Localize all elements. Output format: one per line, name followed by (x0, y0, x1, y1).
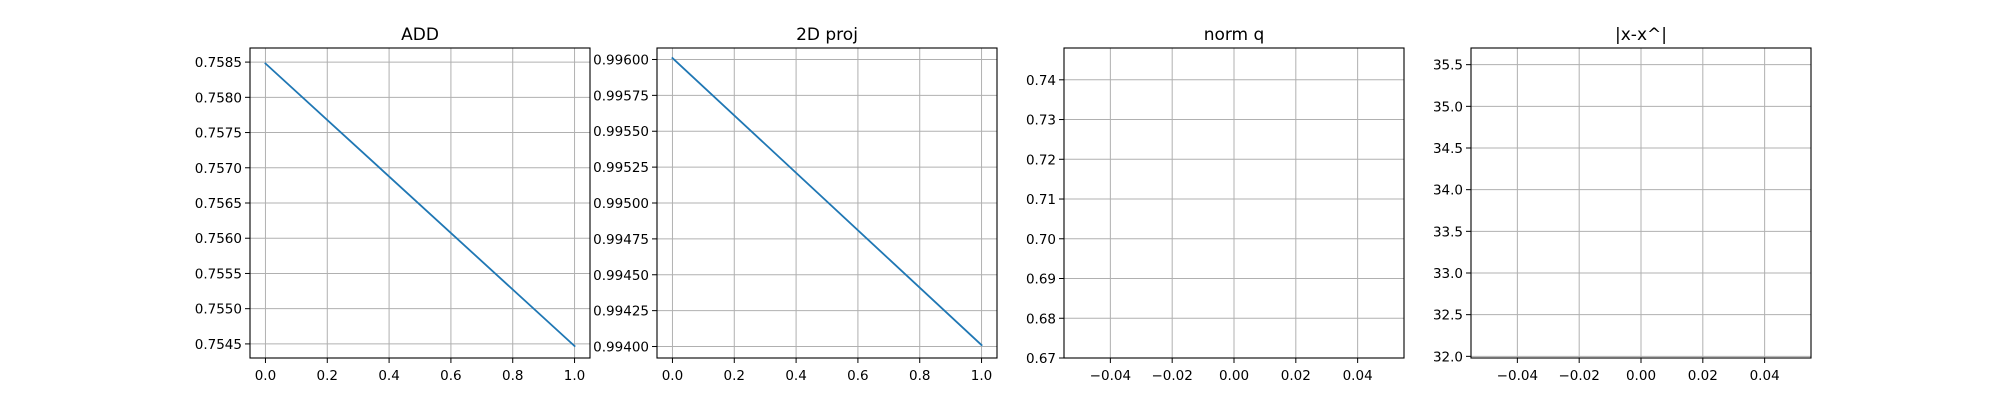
subplot-add-xtick-label-4: 0.8 (502, 368, 523, 384)
subplot-abs-error-ytick-label-2: 33.0 (1433, 266, 1463, 282)
subplot-norm-q-xtick-label-1: −0.02 (1151, 368, 1192, 384)
subplot-add-ytick-label-7: 0.7580 (195, 90, 242, 106)
subplot-2d-proj-title: 2D proj (796, 25, 858, 45)
subplot-abs-error-xtick-label-3: 0.02 (1688, 368, 1718, 384)
subplot-add-ytick-label-2: 0.7555 (195, 266, 242, 282)
subplot-add-xtick-label-2: 0.4 (378, 368, 399, 384)
subplot-abs-error-title: |x-x^| (1615, 25, 1667, 45)
subplot-add-xtick-label-5: 1.0 (564, 368, 585, 384)
subplot-add-xtick-label-3: 0.6 (440, 368, 461, 384)
subplot-2d-proj-xtick-label-1: 0.2 (724, 368, 745, 384)
subplot-abs-error-ytick-label-0: 32.0 (1433, 349, 1463, 365)
subplot-add-ytick-label-8: 0.7585 (195, 55, 242, 71)
subplot-2d-proj-ytick-label-0: 0.99400 (593, 340, 649, 356)
subplot-add-ytick-label-5: 0.7570 (195, 161, 242, 177)
subplot-abs-error-ytick-label-3: 33.5 (1433, 224, 1463, 240)
subplot-abs-error-xtick-label-2: 0.00 (1626, 368, 1656, 384)
subplot-norm-q-xtick-label-4: 0.04 (1343, 368, 1373, 384)
subplot-norm-q-ytick-label-7: 0.74 (1026, 73, 1056, 89)
subplot-2d-proj-xtick-label-5: 1.0 (971, 368, 992, 384)
subplot-2d-proj-xtick-label-4: 0.8 (909, 368, 930, 384)
subplot-add-ytick-label-1: 0.7550 (195, 302, 242, 318)
subplot-norm-q-ytick-label-5: 0.72 (1026, 152, 1056, 168)
subplot-2d-proj: 2D proj 0.0 0.2 0.4 0.6 0.8 1.0 0.99400 0.99425… (593, 25, 998, 384)
subplot-add-xtick-label-1: 0.2 (317, 368, 338, 384)
subplot-2d-proj-xtick-label-2: 0.4 (785, 368, 806, 384)
subplot-abs-error-ytick-label-1: 32.5 (1433, 308, 1463, 324)
subplot-2d-proj-ytick-label-8: 0.99600 (593, 52, 649, 68)
subplot-abs-error-ytick-label-5: 34.5 (1433, 141, 1463, 157)
subplot-2d-proj-ytick-label-4: 0.99500 (593, 196, 649, 212)
subplot-abs-error: |x-x^| −0.04 −0.02 0.00 0.02 0.04 32.0 32.5 33.… (1433, 25, 1812, 384)
subplot-add-ytick-label-3: 0.7560 (195, 231, 242, 247)
subplot-2d-proj-ytick-label-2: 0.99450 (593, 268, 649, 284)
subplot-norm-q-ytick-label-4: 0.71 (1026, 192, 1056, 208)
subplot-abs-error-ytick-label-6: 35.0 (1433, 99, 1463, 115)
subplot-add: ADD 0.0 0.2 0.4 0.6 0.8 1.0 0.7545 0.7550 0.7555… (195, 25, 591, 384)
subplot-2d-proj-ytick-label-5: 0.99525 (593, 160, 649, 176)
subplot-norm-q-xtick-label-2: 0.00 (1219, 368, 1249, 384)
subplot-2d-proj-xtick-label-0: 0.0 (662, 368, 683, 384)
subplot-add-ytick-label-6: 0.7575 (195, 126, 242, 142)
subplot-2d-proj-ytick-label-6: 0.99550 (593, 124, 649, 140)
subplot-norm-q-xtick-label-3: 0.02 (1281, 368, 1311, 384)
subplot-2d-proj-series-line-0 (671, 56, 983, 347)
subplot-abs-error-ytick-label-4: 34.0 (1433, 183, 1463, 199)
subplot-norm-q-ytick-label-6: 0.73 (1026, 113, 1056, 129)
subplot-add-ytick-label-0: 0.7545 (195, 337, 242, 353)
subplot-abs-error-xtick-label-1: −0.02 (1558, 368, 1599, 384)
subplot-abs-error-xtick-label-4: 0.04 (1750, 368, 1780, 384)
subplot-norm-q-ytick-label-0: 0.67 (1026, 351, 1056, 367)
subplot-norm-q-ytick-label-3: 0.70 (1026, 232, 1056, 248)
subplot-add-ytick-label-4: 0.7565 (195, 196, 242, 212)
subplot-add-xtick-label-0: 0.0 (255, 368, 276, 384)
subplot-norm-q-ytick-label-1: 0.68 (1026, 311, 1056, 327)
subplot-norm-q-title: norm q (1204, 25, 1265, 45)
subplot-2d-proj-ytick-label-7: 0.99575 (593, 88, 649, 104)
subplot-norm-q: norm q −0.04 −0.02 0.00 0.02 0.04 0.67 0.68 0.6… (1026, 25, 1405, 384)
subplot-2d-proj-ytick-label-3: 0.99475 (593, 232, 649, 248)
subplot-2d-proj-ytick-label-1: 0.99425 (593, 304, 649, 320)
subplot-abs-error-ytick-label-7: 35.5 (1433, 58, 1463, 74)
subplot-norm-q-xtick-label-0: −0.04 (1090, 368, 1131, 384)
subplot-abs-error-xtick-label-0: −0.04 (1497, 368, 1538, 384)
subplot-add-series-line-0 (264, 62, 576, 348)
subplot-2d-proj-xtick-label-3: 0.6 (847, 368, 868, 384)
subplot-add-title: ADD (401, 25, 439, 45)
subplot-norm-q-ytick-label-2: 0.69 (1026, 272, 1056, 288)
